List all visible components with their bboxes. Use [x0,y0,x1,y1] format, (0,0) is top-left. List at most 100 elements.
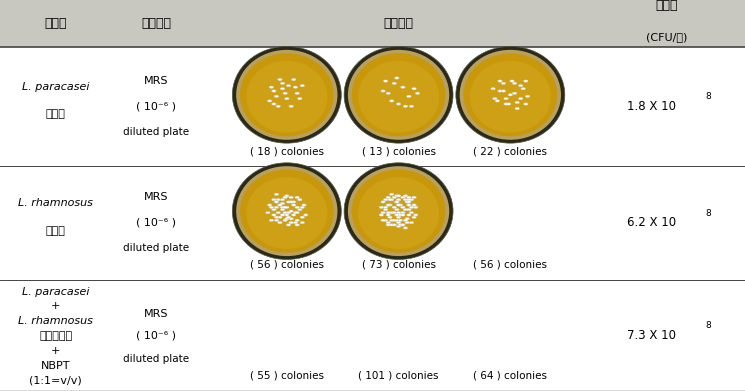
Circle shape [278,216,282,219]
Ellipse shape [247,177,327,249]
Circle shape [381,219,385,221]
Circle shape [297,208,302,211]
Text: ( 101 ) colonies: ( 101 ) colonies [358,370,439,380]
Circle shape [403,208,408,211]
Circle shape [504,103,508,105]
Circle shape [276,212,280,214]
Circle shape [300,84,305,87]
Circle shape [398,204,402,206]
Circle shape [274,201,279,203]
Circle shape [295,206,299,208]
Circle shape [283,206,288,208]
Circle shape [386,221,390,224]
Circle shape [396,221,401,224]
Circle shape [396,103,401,105]
Text: diluted plate: diluted plate [124,243,189,253]
Text: 6.2 X 10: 6.2 X 10 [627,216,676,230]
Circle shape [297,199,302,201]
Circle shape [384,199,388,201]
Circle shape [274,193,279,196]
Circle shape [396,212,401,214]
Text: ( 22 ) colonies: ( 22 ) colonies [473,146,548,156]
Circle shape [390,193,394,196]
Circle shape [267,100,272,102]
Circle shape [286,216,291,219]
Circle shape [525,95,530,97]
Circle shape [384,206,388,208]
Circle shape [390,219,394,221]
Circle shape [392,206,396,208]
Circle shape [386,212,390,214]
Circle shape [289,201,294,203]
Circle shape [272,214,276,216]
Circle shape [504,97,508,100]
Ellipse shape [352,53,446,136]
Circle shape [390,212,394,214]
Circle shape [384,208,388,211]
Circle shape [295,224,299,226]
Ellipse shape [240,53,334,136]
Text: ( 55 ) colonies: ( 55 ) colonies [250,370,324,380]
Text: NBPT: NBPT [41,361,71,371]
Circle shape [384,80,388,82]
Circle shape [396,199,401,201]
Circle shape [519,84,523,87]
Circle shape [395,219,399,221]
Circle shape [379,214,384,216]
Ellipse shape [247,61,327,133]
Circle shape [521,88,525,90]
Circle shape [300,206,305,208]
Circle shape [272,103,276,105]
Text: MRS: MRS [145,76,168,86]
Circle shape [285,206,289,208]
Circle shape [387,199,392,201]
Circle shape [286,84,291,87]
Circle shape [513,82,517,84]
Circle shape [280,206,285,208]
Text: 8: 8 [705,321,711,330]
Circle shape [395,214,399,216]
Circle shape [392,212,396,214]
Circle shape [415,92,419,95]
Bar [0,0,745,47]
Text: MRS: MRS [145,192,168,203]
Text: ( 13 ) colonies: ( 13 ) colonies [361,146,436,156]
Circle shape [395,195,399,197]
Circle shape [283,92,288,95]
Text: diluted plate: diluted plate [124,354,189,364]
Circle shape [401,196,405,199]
Circle shape [381,90,385,92]
Circle shape [407,214,411,216]
Ellipse shape [236,50,337,140]
Circle shape [285,97,289,100]
Circle shape [495,100,500,102]
Text: 희석배지: 희석배지 [384,17,413,30]
Circle shape [398,219,402,221]
Circle shape [519,97,523,100]
Circle shape [289,210,294,212]
Circle shape [276,199,280,201]
Text: 생균수: 생균수 [656,0,678,13]
Circle shape [403,195,408,197]
Circle shape [280,202,285,204]
Circle shape [403,227,408,229]
Text: 배양액: 배양액 [46,109,66,119]
Circle shape [280,82,285,84]
Text: ( 10⁻⁶ ): ( 10⁻⁶ ) [136,102,177,111]
Circle shape [278,204,282,206]
Bar [0,280,745,391]
Circle shape [381,212,385,214]
Circle shape [403,105,408,108]
Ellipse shape [463,53,557,136]
Text: 배양액: 배양액 [46,226,66,236]
Circle shape [274,206,279,208]
Circle shape [409,221,413,224]
Circle shape [386,214,390,216]
Circle shape [405,221,410,224]
Circle shape [395,201,399,203]
Circle shape [396,195,401,197]
Circle shape [280,88,285,90]
Circle shape [409,206,413,208]
Circle shape [510,80,514,82]
Circle shape [379,206,384,208]
